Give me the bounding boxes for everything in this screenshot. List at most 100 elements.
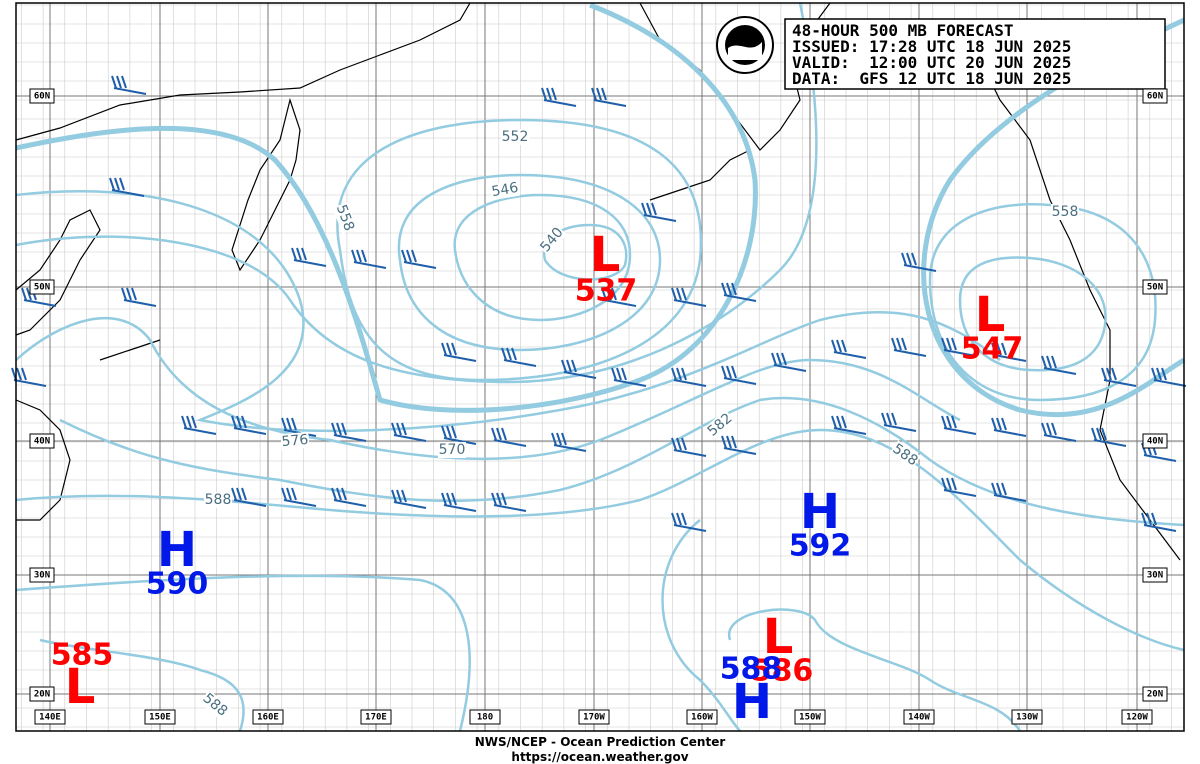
- center-symbol: L: [763, 609, 794, 665]
- barb-feather: [676, 437, 682, 451]
- barb-shaft: [993, 494, 1027, 502]
- barb-feather: [121, 287, 127, 301]
- barb-feather: [946, 337, 952, 351]
- lon-label-box: [469, 709, 501, 725]
- lon-label: 150W: [799, 713, 821, 723]
- contour-label-bg: [536, 224, 568, 256]
- barb-shaft: [993, 354, 1027, 362]
- wind-barb: [111, 75, 147, 95]
- barb-feather: [351, 249, 357, 263]
- wind-barb: [671, 437, 707, 457]
- barb-feather: [1106, 367, 1112, 381]
- barb-feather: [946, 477, 952, 491]
- contour-label-bg: [199, 689, 231, 721]
- wind-barb: [391, 489, 427, 509]
- lon-label-box: [794, 709, 826, 725]
- barb-shaft: [1103, 379, 1137, 387]
- barb-shaft: [893, 349, 927, 357]
- center-value: 590: [146, 567, 209, 602]
- lon-label: 180: [477, 713, 493, 723]
- header-box: [784, 18, 1166, 90]
- barb-feather: [726, 435, 732, 449]
- barb-feather: [566, 359, 572, 373]
- barb-feather: [951, 337, 957, 351]
- wind-barb: [831, 415, 867, 435]
- barb-feather: [946, 415, 952, 429]
- barb-feather: [501, 427, 507, 441]
- lat-label-box: [1142, 567, 1168, 583]
- barb-feather: [591, 87, 597, 101]
- wind-barb: [281, 487, 317, 507]
- wind-barb: [1101, 367, 1137, 387]
- barb-feather: [281, 487, 287, 501]
- wind-barb: [1091, 427, 1127, 447]
- wind-barb: [671, 367, 707, 387]
- barb-shaft: [613, 379, 647, 387]
- contour-label-bg: [204, 492, 232, 508]
- lon-label-box: [1011, 709, 1043, 725]
- barb-feather: [441, 425, 447, 439]
- lon-label-box: [903, 709, 935, 725]
- barb-feather: [16, 367, 22, 381]
- barb-shaft: [443, 504, 477, 512]
- barb-feather: [841, 415, 847, 429]
- barb-feather: [941, 337, 947, 351]
- wind-barb: [831, 339, 867, 359]
- lat-label-box: [1142, 433, 1168, 449]
- wind-barb: [941, 415, 977, 435]
- barb-shaft: [643, 214, 677, 222]
- wind-barb: [491, 427, 527, 447]
- barb-feather: [186, 415, 192, 429]
- barb-feather: [556, 432, 562, 446]
- barb-feather: [646, 202, 652, 216]
- barb-feather: [1146, 512, 1152, 526]
- barb-feather: [676, 367, 682, 381]
- wind-barb: [671, 512, 707, 532]
- center-value: 592: [789, 529, 852, 564]
- barb-feather: [131, 287, 137, 301]
- barb-feather: [551, 432, 557, 446]
- noaa-logo: [716, 16, 774, 74]
- lon-label: 170E: [365, 713, 387, 723]
- barb-feather: [126, 287, 132, 301]
- barb-feather: [561, 359, 567, 373]
- contour-label: 576: [281, 432, 309, 450]
- barb-feather: [21, 367, 27, 381]
- barb-feather: [676, 287, 682, 301]
- barb-feather: [996, 342, 1002, 356]
- barb-feather: [496, 492, 502, 506]
- barb-shaft: [1043, 367, 1077, 375]
- barb-feather: [401, 489, 407, 503]
- center-value: 588: [720, 652, 783, 687]
- lat-label: 20N: [34, 690, 50, 700]
- barb-feather: [641, 202, 647, 216]
- map-frame: [15, 2, 1185, 732]
- lon-label: 160E: [257, 713, 279, 723]
- wind-barb: [231, 415, 267, 435]
- barb-feather: [731, 282, 737, 296]
- barb-shaft: [393, 501, 427, 509]
- barb-feather: [901, 337, 907, 351]
- barb-feather: [551, 87, 557, 101]
- center-symbol: H: [800, 484, 840, 540]
- header-line: VALID: 12:00 UTC 20 JUN 2025: [792, 53, 1071, 72]
- lat-label: 20N: [1147, 690, 1163, 700]
- footer-line: NWS/NCEP - Ocean Prediction Center: [475, 735, 726, 749]
- barb-shaft: [673, 449, 707, 457]
- barb-feather: [406, 249, 412, 263]
- barb-feather: [596, 87, 602, 101]
- barb-feather: [731, 365, 737, 379]
- contour-label-bg: [280, 431, 310, 451]
- barb-feather: [571, 359, 577, 373]
- center-symbol: H: [732, 674, 772, 730]
- barb-feather: [606, 287, 612, 301]
- barb-feather: [296, 247, 302, 261]
- barb-shaft: [503, 359, 537, 367]
- barb-shaft: [943, 489, 977, 497]
- barb-feather: [941, 415, 947, 429]
- barb-feather: [291, 417, 297, 431]
- lat-label-box: [29, 88, 55, 104]
- wind-barb: [881, 412, 917, 432]
- barb-feather: [1001, 482, 1007, 496]
- barb-feather: [26, 287, 32, 301]
